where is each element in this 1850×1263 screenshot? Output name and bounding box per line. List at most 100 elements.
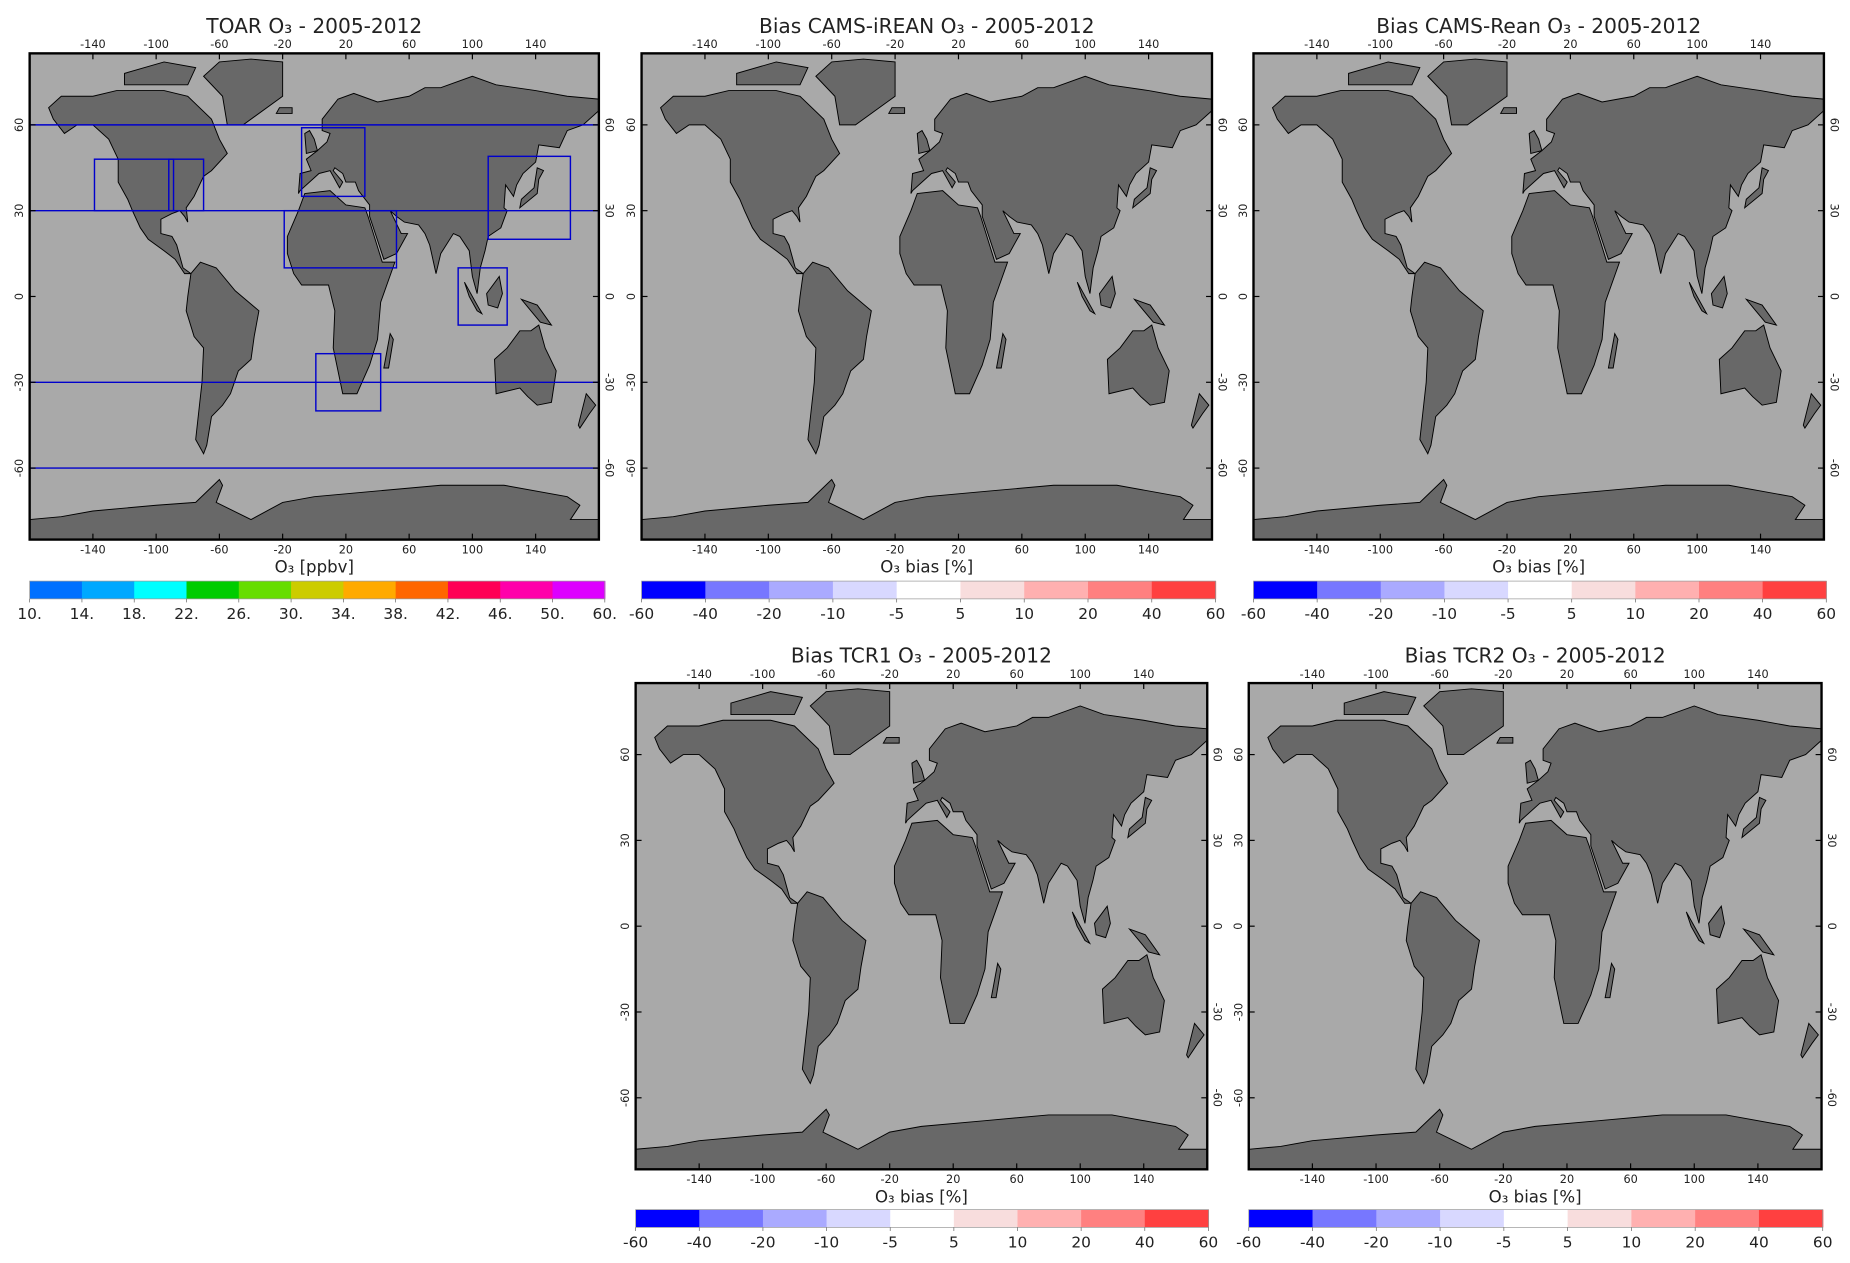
map-panel: Bias CAMS-Rean O₃ - 2005-2012 O₃ bias [%]… [1237,14,1840,623]
colorbar-label: 30. [279,605,304,623]
landmass [815,58,896,126]
colorbar-label: 60 [1199,1233,1219,1251]
landmass [995,332,1007,369]
y-tick-label: 0 [1827,293,1840,300]
land [1253,58,1824,540]
colorbar-swatch [1151,581,1217,599]
landmass [809,688,891,756]
x-tick-label: -60 [823,38,841,51]
y-tick-label: -30 [13,373,26,391]
colorbar-swatch [832,581,898,599]
landmass [910,75,1212,294]
landmass [1190,392,1210,429]
colorbar-label: 5 [1563,1233,1573,1251]
y-tick-label: -60 [1825,1089,1838,1107]
x-tick-label: 60 [1623,668,1637,681]
x-tick-label: 140 [1138,543,1159,556]
x-tick-label: -20 [273,38,291,51]
colorbar-label: 20 [1071,1233,1091,1251]
colorbar-label: -60 [629,605,654,623]
colorbar-label: 50. [540,605,565,623]
y-tick-label: 30 [13,204,26,218]
y-tick-label: 60 [1827,118,1840,132]
colorbar-label: 10 [1014,605,1034,623]
colorbar-swatch [953,1209,1019,1228]
y-tick-label: -30 [619,1003,632,1021]
x-tick-label: 100 [1686,543,1707,556]
x-tick-label: 100 [1074,543,1095,556]
y-tick-label: 30 [1232,833,1245,847]
landmass [464,281,484,315]
y-tick-label: 0 [1237,293,1250,300]
x-tick-label: 100 [1069,1173,1090,1186]
colorbar-swatch [1635,581,1700,599]
colorbar-swatch [186,581,240,599]
landmass [1427,58,1508,126]
y-tick-label: 0 [1232,923,1245,930]
colorbar-label: 60. [593,605,618,623]
colorbar-swatch [81,581,135,599]
colorbar-label: 10 [1008,1233,1028,1251]
landmass [1525,759,1539,784]
x-tick-label: -140 [686,668,712,681]
y-tick-label: -60 [1232,1089,1245,1107]
y-tick-label: 60 [619,747,632,761]
landmass [905,705,1208,924]
colorbar-label: 10 [1626,605,1646,623]
x-tick-label: -20 [1494,668,1512,681]
landmass [519,298,553,326]
y-tick-label: 30 [1215,204,1228,218]
colorbar-swatch [1503,1209,1569,1228]
x-tick-label: -100 [1367,38,1393,51]
x-tick-label: -60 [1430,668,1448,681]
landmass [1071,911,1092,945]
x-tick-label: 140 [1750,543,1771,556]
axis-label: O₃ bias [%] [880,558,973,577]
landmass [1101,954,1165,1036]
colorbar-label: 5 [949,1233,959,1251]
colorbar-label: 34. [331,605,356,623]
x-tick-label: -140 [692,38,718,51]
x-tick-label: -20 [1498,543,1516,556]
landmass [1522,75,1824,294]
y-tick-label: 30 [619,833,632,847]
colorbar-label: 5 [956,605,966,623]
colorbar-swatch [1567,1209,1632,1228]
landmass [519,167,545,210]
x-tick-label: 20 [951,543,965,556]
landmass [1496,736,1514,744]
colorbar-swatch [699,1209,764,1228]
landmass [1132,167,1158,210]
land [29,58,599,540]
colorbar-swatch [1631,1209,1696,1228]
x-tick-label: 20 [1563,38,1577,51]
y-tick-label: -60 [602,459,615,477]
colorbar-label: 60 [1816,605,1836,623]
y-tick-label: -30 [1211,1003,1224,1021]
x-tick-label: -140 [80,38,106,51]
x-tick-label: 140 [525,543,546,556]
y-tick-label: -60 [1211,1089,1224,1107]
colorbar-label: -20 [1368,605,1393,623]
y-tick-label: 30 [1825,833,1838,847]
x-tick-label: -20 [886,543,904,556]
colorbar-label: -20 [1364,1233,1389,1251]
colorbar-label: -60 [623,1233,648,1251]
landmass [383,332,394,369]
y-tick-label: 60 [602,118,615,132]
x-tick-label: 60 [1010,668,1024,681]
x-tick-label: -20 [1498,38,1516,51]
x-tick-label: 60 [1015,543,1029,556]
colorbar-label: -40 [687,1233,712,1251]
region-box [457,267,508,326]
colorbar-label: 60 [1206,605,1226,623]
landmass [1688,281,1708,315]
y-tick-label: -30 [1237,373,1250,391]
y-tick-label: 0 [1211,923,1224,930]
colorbar-swatch [1253,581,1318,599]
landmass [1802,392,1822,429]
colorbar-frame [1248,1209,1824,1228]
x-tick-label: -100 [1363,668,1389,681]
